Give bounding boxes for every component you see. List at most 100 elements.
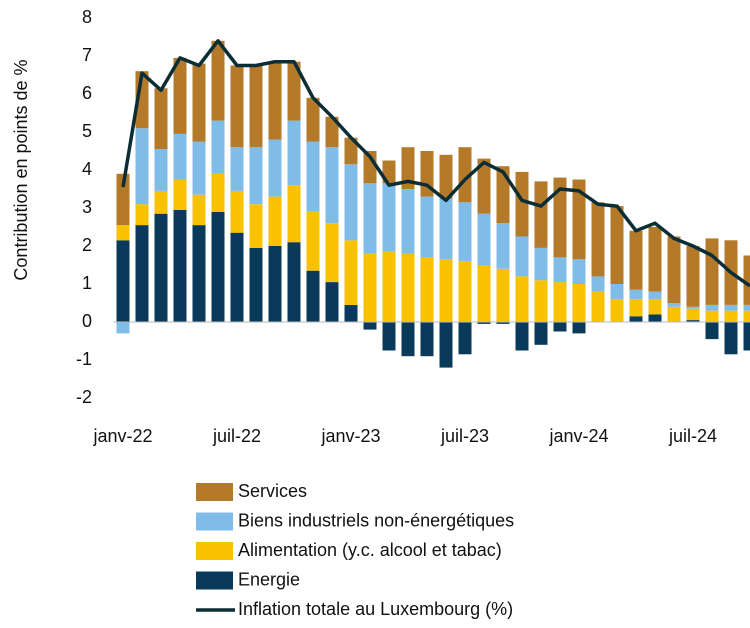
- bar-segment: [325, 116, 339, 148]
- bar-segment: [705, 304, 719, 311]
- bar-segment: [743, 255, 750, 305]
- bar-segment: [572, 284, 586, 322]
- legend-swatch: [196, 571, 233, 590]
- bar-segment: [515, 276, 529, 322]
- x-tick-label: juil-23: [440, 426, 489, 446]
- bar-segment: [496, 166, 510, 224]
- bar-segment: [705, 322, 719, 340]
- legend-label: Alimentation (y.c. alcool et tabac): [238, 540, 502, 560]
- bar-segment: [173, 179, 187, 210]
- bar-segment: [667, 306, 681, 322]
- bar-segment: [344, 164, 358, 241]
- x-tick-label: juil-24: [668, 426, 717, 446]
- bar-segment: [648, 314, 662, 322]
- bar-segment: [173, 57, 187, 134]
- bar-segment: [363, 322, 377, 330]
- legend-label: Services: [238, 481, 307, 501]
- bar-segment: [667, 236, 681, 303]
- bar-segment: [610, 284, 624, 300]
- bar-segment: [211, 40, 225, 121]
- bar-segment: [135, 204, 149, 226]
- bar-segment: [496, 268, 510, 322]
- bar-segment: [192, 63, 206, 142]
- bar-segment: [249, 65, 263, 148]
- bar-segment: [268, 139, 282, 197]
- bar-segment: [401, 189, 415, 254]
- legend-swatch: [196, 483, 233, 501]
- bar-segment: [648, 299, 662, 315]
- bar-segment: [439, 198, 453, 260]
- bar-segment: [515, 236, 529, 277]
- bar-segment: [135, 225, 149, 322]
- bar-segment: [648, 227, 662, 292]
- bar-segment: [211, 173, 225, 212]
- bar-segment: [173, 133, 187, 180]
- bar-segment: [629, 299, 643, 317]
- bar-segment: [116, 173, 130, 226]
- bar-segment: [477, 213, 491, 265]
- bar-segment: [230, 232, 244, 322]
- bar-segment: [724, 304, 738, 311]
- bar-segment: [116, 322, 130, 334]
- bar-segment: [439, 154, 453, 199]
- bar-segment: [249, 247, 263, 322]
- bar-segment: [382, 251, 396, 322]
- bar-segment: [534, 322, 548, 345]
- bar-segment: [306, 141, 320, 212]
- bar-segment: [705, 238, 719, 305]
- y-tick-label: -1: [76, 349, 92, 369]
- bar-segment: [154, 149, 168, 191]
- legend-label: Biens industriels non-énergétiques: [238, 510, 514, 530]
- bar-segment: [686, 306, 700, 309]
- bar-segment: [686, 320, 700, 322]
- bar-segment: [306, 270, 320, 322]
- x-tick-label: janv-23: [320, 426, 380, 446]
- y-tick-label: 4: [82, 159, 92, 179]
- bar-segment: [230, 147, 244, 191]
- bar-segment: [477, 265, 491, 322]
- y-tick-label: 1: [82, 273, 92, 293]
- bar-segment: [458, 147, 472, 203]
- bar-segment: [686, 246, 700, 307]
- bar-segment: [116, 240, 130, 322]
- bar-segment: [401, 253, 415, 322]
- bar-segment: [420, 196, 434, 258]
- bar-segment: [534, 181, 548, 248]
- bar-segment: [382, 322, 396, 351]
- legend-label: Inflation totale au Luxembourg (%): [238, 599, 513, 619]
- bar-segment: [743, 304, 750, 311]
- x-tick-label: janv-24: [548, 426, 608, 446]
- bar-segment: [458, 322, 472, 355]
- bar-segment: [192, 194, 206, 226]
- bar-segment: [534, 280, 548, 322]
- bar-segment: [230, 190, 244, 233]
- y-tick-label: 0: [82, 311, 92, 331]
- bar-segment: [743, 322, 750, 351]
- bar-segment: [667, 303, 681, 307]
- legend-swatch: [196, 512, 233, 531]
- bar-segment: [325, 282, 339, 322]
- bar-segment: [135, 128, 149, 205]
- bar-segment: [154, 88, 168, 150]
- bar-segment: [724, 310, 738, 322]
- bar-segment: [249, 204, 263, 248]
- legend-label: Energie: [238, 569, 300, 589]
- bar-segment: [401, 322, 415, 357]
- bar-segment: [515, 171, 529, 237]
- bar-segment: [724, 322, 738, 355]
- bar-segment: [591, 202, 605, 277]
- bar-segment: [477, 322, 491, 324]
- bar-segment: [553, 257, 567, 283]
- bar-segment: [344, 304, 358, 322]
- bar-segment: [116, 225, 130, 241]
- bar-segment: [249, 147, 263, 205]
- bar-segment: [230, 65, 244, 148]
- bar-segment: [705, 310, 719, 322]
- bar-segment: [420, 322, 434, 357]
- bar-segment: [325, 223, 339, 283]
- bar-segment: [287, 242, 301, 322]
- bar-segment: [420, 257, 434, 322]
- bar-segment: [439, 259, 453, 322]
- bar-segment: [458, 261, 472, 322]
